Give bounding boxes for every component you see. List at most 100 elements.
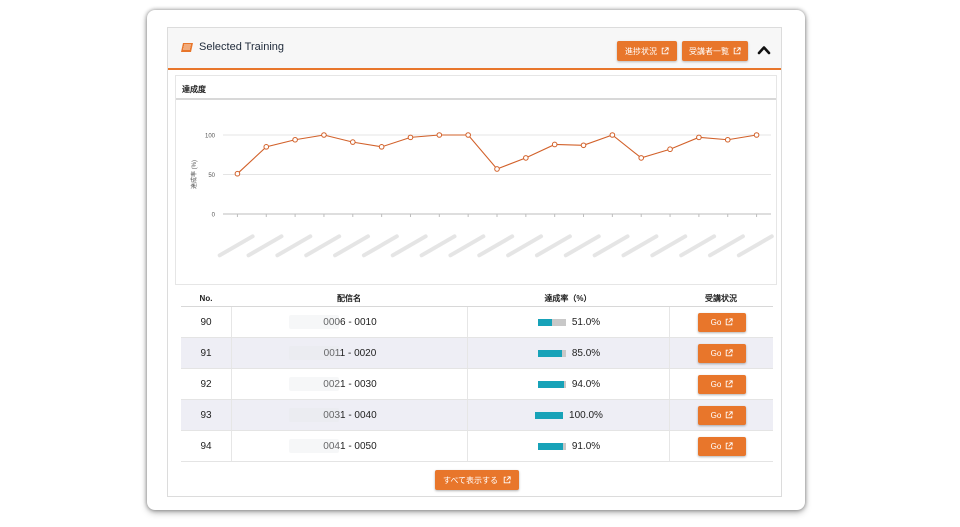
data-point: [321, 132, 327, 138]
row-name-cell: 0041 - 0050: [231, 431, 468, 461]
panel-title: Selected Training: [181, 41, 284, 53]
attendee-list-label: 受講者一覧: [689, 46, 729, 56]
data-point: [234, 170, 241, 177]
data-point: [407, 134, 414, 141]
go-button[interactable]: Go: [698, 312, 746, 332]
redacted-category-label: [333, 234, 370, 258]
external-link-icon: [733, 47, 741, 55]
row-action-cell: Go: [669, 400, 774, 430]
row-no: 90: [200, 316, 212, 328]
redacted-category-label: [650, 234, 688, 258]
go-label: Go: [710, 441, 722, 451]
external-link-icon: [726, 349, 733, 357]
row-name: 0031 - 0040: [323, 409, 377, 421]
go-button[interactable]: Go: [698, 436, 746, 456]
row-rate: 51.0%: [571, 316, 601, 328]
table-header-row: No. 配信名 達成率（%） 受講状況: [181, 290, 773, 307]
training-table: No. 配信名 達成率（%） 受講状況 90 0006 - 0010 51.0% Go…: [181, 290, 773, 462]
data-point: [551, 141, 558, 148]
data-point: [609, 132, 616, 138]
row-action-cell: Go: [669, 338, 774, 368]
rate-bar: [537, 442, 566, 450]
training-card: Selected Training 進捗状況 受講者一覧: [147, 10, 805, 510]
go-label: Go: [710, 379, 722, 389]
y-tick-label: 0: [212, 213, 216, 219]
table-body: 90 0006 - 0010 51.0% Go 91 0011 - 0020 85.0% Go…: [181, 307, 773, 462]
panel-title-text: Selected Training: [199, 41, 284, 53]
redacted-category-label: [217, 234, 255, 258]
y-axis-label: 達成率 (%): [190, 160, 198, 189]
go-button[interactable]: Go: [698, 405, 746, 425]
data-point: [667, 146, 673, 153]
redacted-category-label: [506, 234, 544, 258]
data-point: [753, 132, 760, 138]
row-action-cell: Go: [669, 307, 774, 337]
go-label: Go: [710, 317, 722, 327]
redacted-category-label: [361, 234, 399, 258]
attendee-list-button[interactable]: 受講者一覧: [682, 41, 748, 61]
row-rate: 94.0%: [571, 378, 601, 390]
go-button[interactable]: Go: [698, 343, 746, 363]
redacted-name-area: [289, 408, 339, 422]
go-button[interactable]: Go: [698, 374, 746, 394]
header-attendance-status: 受講状況: [705, 293, 737, 303]
row-name: 0006 - 0010: [323, 316, 377, 328]
row-rate-cell: 94.0%: [467, 369, 670, 399]
redacted-name-area: [289, 315, 339, 329]
progress-status-label: 進捗状況: [625, 46, 657, 56]
rate-bar: [537, 380, 566, 388]
y-tick-label: 50: [208, 173, 215, 179]
row-name-cell: 0006 - 0010: [231, 307, 468, 337]
table-row: 94 0041 - 0050 91.0% Go: [181, 431, 773, 462]
go-label: Go: [710, 348, 722, 358]
row-rate-cell: 51.0%: [467, 307, 670, 337]
row-name: 0041 - 0050: [323, 440, 377, 452]
row-name-cell: 0031 - 0040: [231, 400, 468, 430]
chevron-up-icon[interactable]: [757, 43, 771, 57]
external-link-icon: [726, 318, 733, 326]
rate-bar: [535, 411, 564, 419]
row-name-cell: 0011 - 0020: [231, 338, 468, 368]
row-name: 0011 - 0020: [323, 347, 377, 359]
data-point: [696, 134, 702, 141]
redacted-category-label: [477, 234, 515, 258]
redacted-category-label: [679, 234, 717, 258]
table-row: 93 0031 - 0040 100.0% Go: [181, 400, 773, 431]
show-all-button[interactable]: すべて表示する: [435, 470, 519, 490]
row-rate-cell: 85.0%: [467, 338, 670, 368]
redacted-category-label: [419, 234, 457, 258]
row-name: 0021 - 0030: [323, 378, 377, 390]
redacted-category-label: [736, 234, 774, 258]
redacted-category-label: [621, 234, 659, 258]
rate-bar: [537, 349, 566, 357]
row-no: 92: [200, 378, 212, 390]
show-all-label: すべて表示する: [442, 475, 499, 485]
redacted-category-label: [592, 234, 630, 258]
row-rate: 85.0%: [571, 347, 601, 359]
table-row: 90 0006 - 0010 51.0% Go: [181, 307, 773, 338]
row-name-cell: 0021 - 0030: [231, 369, 468, 399]
chart-panel-divider: [176, 98, 776, 100]
data-point: [292, 136, 298, 143]
external-link-icon: [503, 476, 511, 484]
data-point: [494, 166, 500, 172]
row-no: 94: [200, 440, 212, 452]
redacted-name-area: [289, 346, 339, 360]
row-action-cell: Go: [669, 431, 774, 461]
row-no: 91: [200, 347, 212, 359]
go-label: Go: [710, 410, 722, 420]
progress-status-button[interactable]: 進捗状況: [617, 41, 677, 61]
rate-bar-fill: [535, 411, 564, 419]
redacted-name-area: [289, 439, 339, 453]
redacted-category-label: [448, 234, 486, 258]
training-panel: Selected Training 進捗状況 受講者一覧: [167, 27, 782, 497]
header-no: No.: [199, 293, 213, 303]
y-tick-label: 100: [205, 134, 216, 140]
row-rate-cell: 100.0%: [467, 400, 670, 430]
external-link-icon: [726, 380, 733, 388]
header-distribution-name: 配信名: [337, 293, 361, 303]
table-row: 91 0011 - 0020 85.0% Go: [181, 338, 773, 369]
redacted-category-label: [275, 234, 313, 258]
external-link-icon: [726, 411, 733, 419]
